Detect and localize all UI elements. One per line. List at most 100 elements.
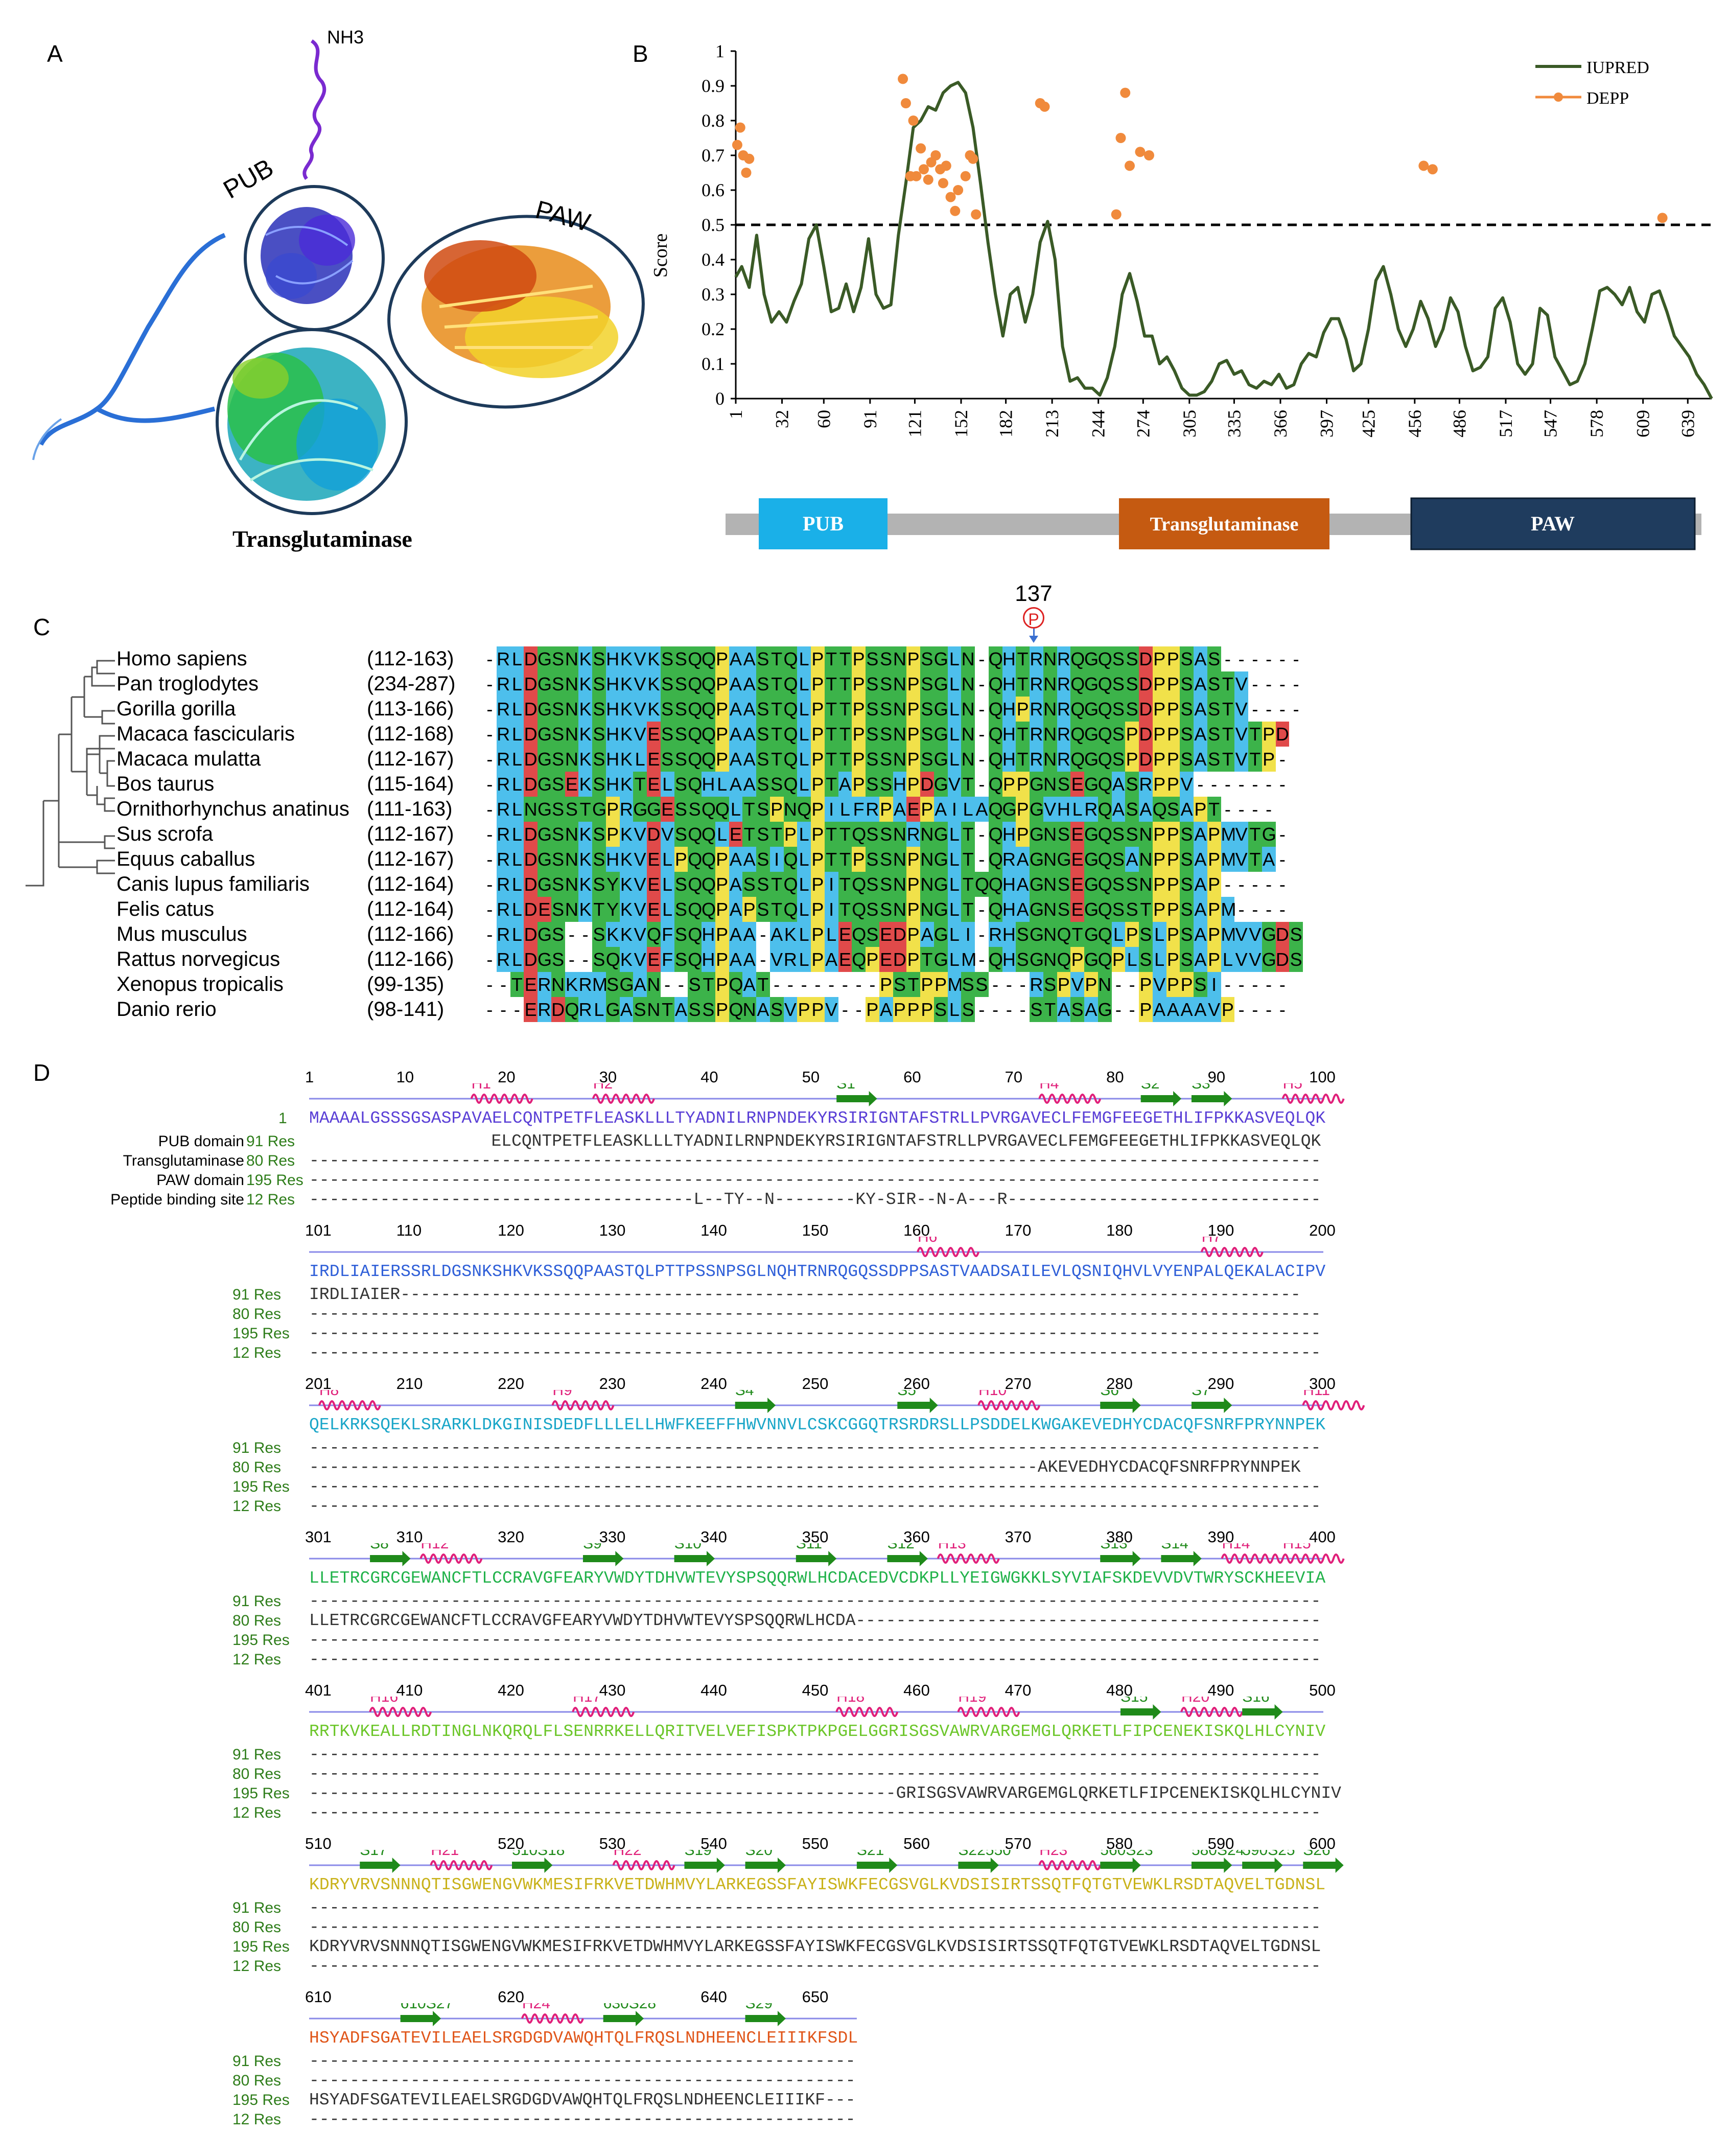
depp-point <box>930 150 941 160</box>
residue: V <box>1234 947 1248 972</box>
residue: Q <box>729 997 743 1022</box>
residue: H <box>1002 922 1016 947</box>
residue: S <box>660 697 674 722</box>
residue: P <box>811 747 825 772</box>
annotation-row-label: Transglutaminase <box>123 1152 244 1169</box>
residue: P <box>906 671 920 697</box>
residue: P <box>906 646 920 671</box>
annotation-residue-count: 91 Res <box>232 2053 282 2070</box>
residue: Q <box>702 722 716 747</box>
residue: Q <box>688 646 702 671</box>
depp-point <box>1418 160 1429 171</box>
residue: S <box>866 847 879 872</box>
residue: Q <box>1097 697 1112 722</box>
residue: H <box>1002 646 1016 671</box>
residue: Q <box>852 897 866 922</box>
residue: L <box>510 646 524 671</box>
residue: - <box>1115 999 1122 1020</box>
residue: Q <box>975 872 989 897</box>
depp-point <box>908 115 919 126</box>
residue: F <box>660 922 674 947</box>
residue: - <box>678 974 684 995</box>
residue: Q <box>688 822 702 847</box>
residue: M <box>1221 897 1236 922</box>
helix-marker <box>937 1554 1000 1564</box>
residue: P <box>797 997 811 1022</box>
residue: G <box>605 997 620 1022</box>
residue: D <box>1139 697 1153 722</box>
annotation-sequence: ----------------------------------------… <box>309 1650 1321 1669</box>
residue: - <box>1129 974 1135 995</box>
residue: S <box>1057 772 1071 797</box>
residue: H <box>1002 947 1016 972</box>
residue: Q <box>988 947 1003 972</box>
residue: P <box>852 772 866 797</box>
residue: V <box>633 897 647 922</box>
helix-label: H4 <box>1039 1083 1059 1092</box>
y-tick-label: 0.9 <box>702 76 725 96</box>
residue: - <box>486 824 493 845</box>
residue: Q <box>1097 772 1112 797</box>
residue: G <box>1084 722 1099 747</box>
residue-number: 500 <box>1309 1681 1336 1699</box>
residue-number: 210 <box>396 1375 423 1393</box>
residue: T <box>838 646 852 671</box>
residue: L <box>797 922 811 947</box>
residue: Q <box>783 847 798 872</box>
residue: S <box>769 772 784 797</box>
annotation-residue-count: 195 Res <box>232 1632 290 1649</box>
residue: S <box>879 671 893 697</box>
residue: E <box>1070 772 1084 797</box>
residue: H <box>1002 722 1016 747</box>
residue: R <box>496 747 510 772</box>
residue: S <box>1125 872 1139 897</box>
residue: G <box>933 722 948 747</box>
residue: A <box>674 997 688 1022</box>
residue: T <box>742 822 756 847</box>
residue-number: 510 <box>305 1835 332 1852</box>
residue: G <box>1002 797 1017 822</box>
residue: S <box>1016 947 1030 972</box>
residue: N <box>920 872 934 897</box>
residue-number: 620 <box>498 1988 524 2006</box>
residue: S <box>1111 847 1126 872</box>
residue: S <box>1180 897 1194 922</box>
protein-sequence: LLETRCGRCGEWANCFTLCCRAVGFEARYVWDYTDHVWTE… <box>309 1569 1326 1588</box>
annotation-sequence: ----------------------------------------… <box>309 2052 856 2071</box>
residue: - <box>842 974 848 995</box>
residue: G <box>933 646 948 671</box>
residue: A <box>742 772 756 797</box>
residue: - <box>978 699 985 720</box>
helix-label: H19 <box>958 1697 986 1705</box>
residue: P <box>852 847 866 872</box>
residue: S <box>1125 772 1139 797</box>
helix-label: H13 <box>938 1543 966 1552</box>
residue: A <box>729 747 743 772</box>
residue: L <box>838 797 852 822</box>
residue: G <box>1084 772 1099 797</box>
residue: S <box>866 872 879 897</box>
residue: S <box>1180 646 1194 671</box>
transglutaminase-label: Transglutaminase <box>232 526 412 552</box>
residue-number: 450 <box>802 1681 829 1699</box>
annotation-row-label: PUB domain <box>158 1133 244 1150</box>
residue: N <box>893 897 907 922</box>
residue: S <box>920 671 934 697</box>
residue: P <box>852 747 866 772</box>
residue: I <box>961 922 975 947</box>
residue: P <box>1139 972 1153 997</box>
residue: P <box>715 897 729 922</box>
residue: A <box>975 797 989 822</box>
residue-number: 30 <box>599 1068 617 1086</box>
residue: - <box>978 949 985 970</box>
residue: N <box>565 646 579 671</box>
residue: D <box>551 997 565 1022</box>
secondary-structure-track: H8 H9 S4 S5 H10 S6 S7 H11 <box>309 1390 1365 1413</box>
x-tick-label: 32 <box>772 410 792 428</box>
residue-number: 580 <box>1106 1835 1133 1852</box>
residue: G <box>1084 872 1099 897</box>
residue: D <box>920 772 934 797</box>
residue: S <box>1125 697 1139 722</box>
residue: T <box>756 972 770 997</box>
residue-number: 320 <box>498 1528 524 1546</box>
